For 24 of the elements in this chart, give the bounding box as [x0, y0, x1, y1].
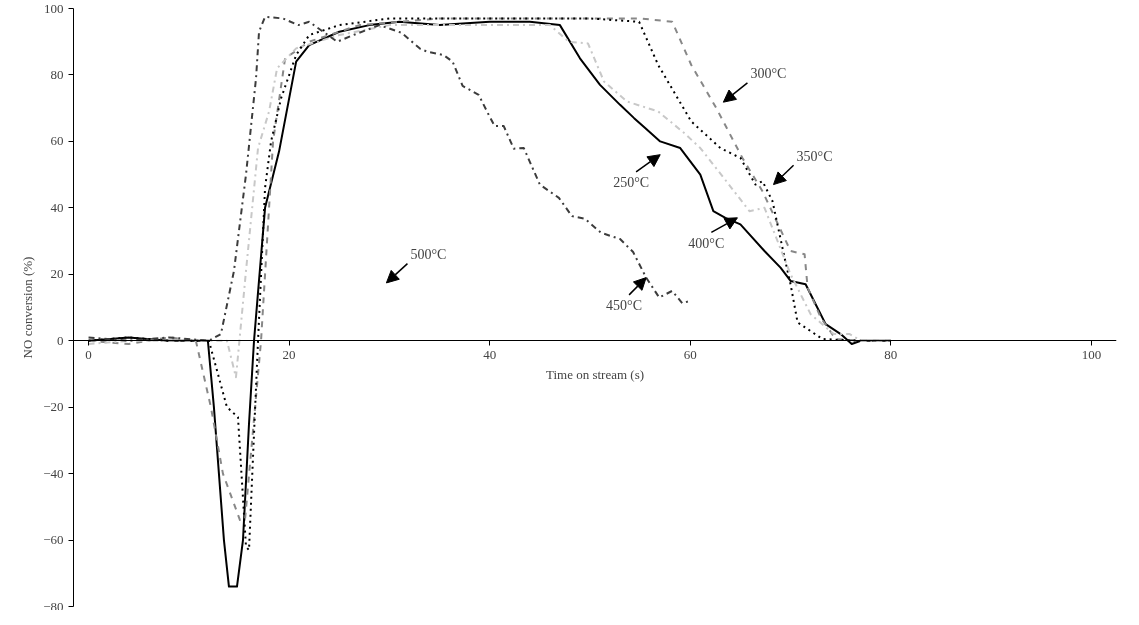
y-tick-label: −20 [43, 399, 64, 415]
annotation: 500°C [410, 246, 447, 262]
y-tick-label: 40 [50, 199, 64, 215]
x-tick-label: 80 [884, 346, 898, 362]
annotation: 250°C [613, 175, 650, 191]
x-tick-label: 100 [1081, 346, 1102, 362]
y-tick-label: 100 [44, 0, 64, 16]
y-tick-label: 20 [50, 266, 64, 282]
x-tick-label: 40 [483, 346, 497, 362]
x-axis-title: Time on stream (s) [545, 366, 645, 382]
y-axis-title: NO conversion (%) [20, 256, 36, 359]
annotation: 350°C [796, 148, 833, 164]
annotation: 400°C [688, 235, 725, 251]
annotation: 450°C [606, 298, 643, 314]
y-tick-label: −40 [43, 465, 64, 481]
x-tick-label: 60 [683, 346, 697, 362]
y-tick-label: 60 [50, 133, 64, 149]
x-tick-label: 20 [282, 346, 296, 362]
x-tick-label: 0 [85, 346, 92, 362]
y-tick-label: 0 [57, 332, 64, 348]
y-tick-label: −60 [43, 532, 64, 548]
y-tick-label: 80 [50, 66, 64, 82]
y-tick-label: −80 [43, 598, 64, 614]
annotation: 300°C [750, 66, 787, 82]
